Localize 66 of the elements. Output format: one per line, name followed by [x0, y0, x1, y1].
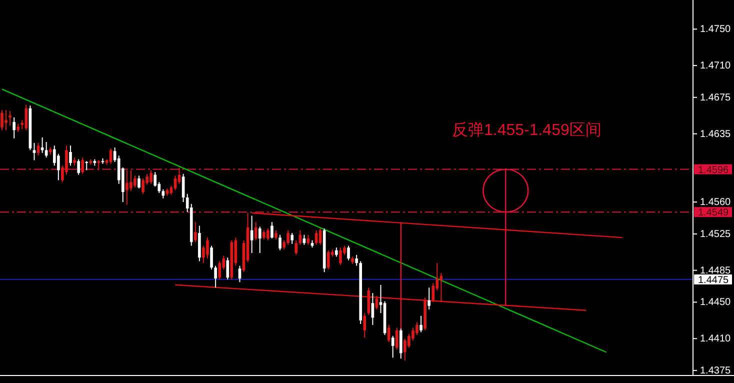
- candlestick: [130, 170, 132, 192]
- candlestick: [408, 334, 410, 348]
- candlestick: [290, 232, 294, 244]
- candlestick: [294, 240, 298, 256]
- ref-line-label: 1.4596: [698, 164, 730, 176]
- candlestick: [4, 110, 8, 131]
- y-tick-label: 1.4635: [700, 128, 732, 140]
- candlestick: [214, 265, 217, 288]
- candlestick: [391, 335, 394, 358]
- candlestick: [12, 116, 16, 139]
- candlestick: [77, 158, 80, 176]
- y-tick-label: 1.4750: [700, 24, 732, 36]
- candlestick: [138, 175, 140, 189]
- candlestick: [266, 228, 270, 241]
- candlestick: [150, 170, 152, 184]
- candlestick: [226, 257, 230, 280]
- candlestick: [134, 175, 136, 188]
- candlestick: [85, 160, 88, 171]
- candlestick: [218, 260, 221, 280]
- candlestick: [335, 247, 338, 258]
- candlestick: [278, 234, 282, 251]
- y-tick-label: 1.4710: [700, 60, 732, 72]
- y-tick-label: 1.4675: [700, 92, 732, 104]
- candlestick: [274, 230, 278, 240]
- candlestick: [36, 142, 40, 156]
- ref-line-label: 1.4549: [698, 208, 730, 219]
- candlestick: [109, 148, 112, 164]
- candlestick: [126, 170, 128, 206]
- candlestick: [270, 222, 274, 239]
- candlestick: [339, 247, 342, 266]
- y-tick-label: 1.4560: [700, 197, 732, 208]
- candlestick: [57, 153, 60, 181]
- ref-line-label: 1.4475: [698, 274, 730, 286]
- candlestick: [0, 110, 4, 131]
- y-tick-label: 1.4485: [700, 265, 732, 276]
- candlestick: [286, 230, 290, 246]
- candlestick: [428, 287, 431, 310]
- candlestick: [194, 222, 197, 243]
- candlestick: [52, 145, 56, 166]
- candlestick: [210, 245, 213, 270]
- candlestick: [154, 172, 157, 188]
- candlestick: [420, 315, 422, 333]
- candlestick: [355, 254, 358, 266]
- candlestick: [206, 237, 209, 259]
- candlestick: [32, 142, 36, 161]
- candlestick: [387, 324, 390, 343]
- y-tick-label: 1.4375: [700, 365, 732, 376]
- candlestick: [262, 230, 266, 240]
- candlestick: [254, 222, 258, 241]
- candlestick: [363, 312, 366, 338]
- candlestick: [399, 328, 402, 360]
- y-tick-label: 1.4450: [700, 297, 732, 308]
- candlestick: [404, 338, 406, 361]
- candlestick: [69, 145, 72, 166]
- candlestick: [416, 322, 418, 336]
- y-tick-label: 1.4525: [700, 228, 732, 240]
- candlestick: [142, 178, 144, 194]
- candlestick: [347, 245, 350, 261]
- candlestick: [97, 160, 100, 171]
- y-tick-label: 1.4410: [700, 334, 732, 345]
- candlestick: [8, 110, 12, 126]
- candlestick: [395, 327, 398, 350]
- candlestick: [81, 156, 84, 174]
- annotation: 反弹1.455-1.459区间: [452, 121, 602, 139]
- candlestick: [326, 250, 330, 270]
- candlestick: [258, 226, 262, 254]
